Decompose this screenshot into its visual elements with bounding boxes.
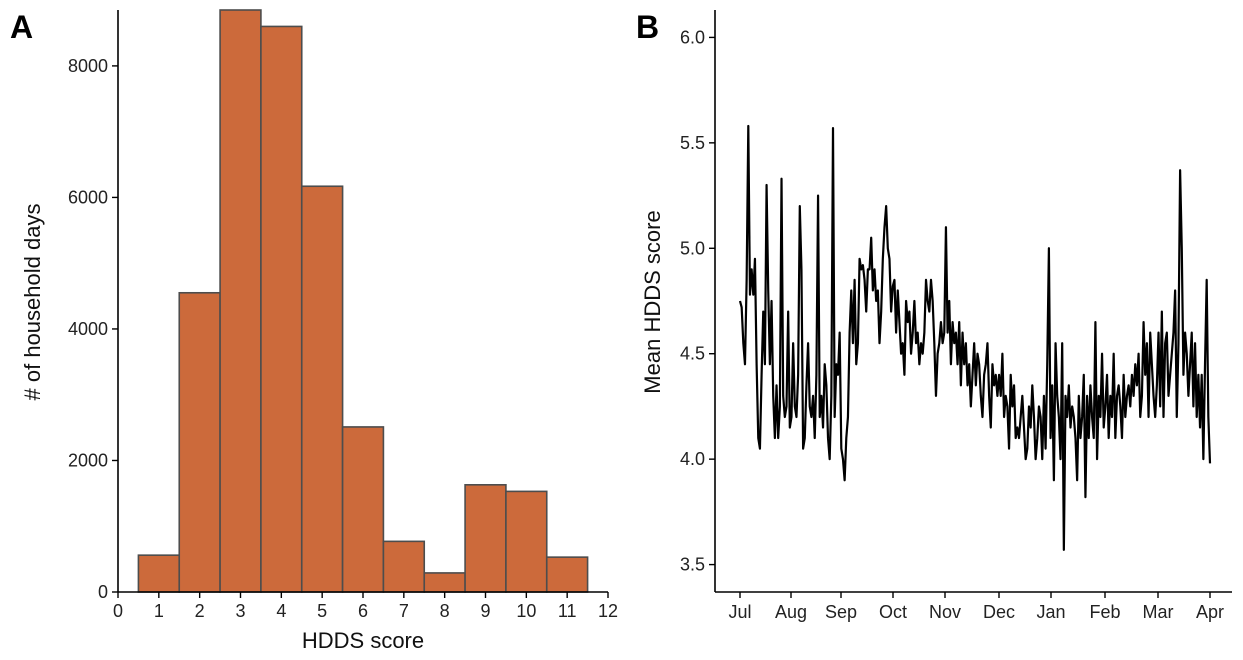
histogram-bar bbox=[545, 556, 589, 593]
y-tick-label-b: 5.5 bbox=[680, 133, 705, 153]
histogram-bar bbox=[464, 484, 507, 593]
y-axis-ticks-a: 0 2000 4000 6000 8000 bbox=[68, 56, 118, 602]
x-tick-label-a: 9 bbox=[480, 601, 490, 621]
x-axis-ticks-b: Jul Aug Sep Oct Nov Dec Jan Feb Mar Apr bbox=[728, 592, 1224, 622]
x-tick-label-a: 8 bbox=[440, 601, 450, 621]
x-tick-label-b: Jul bbox=[728, 602, 751, 622]
y-tick-label-a: 8000 bbox=[68, 56, 108, 76]
y-axis-title-a: # of household days bbox=[20, 204, 45, 401]
histogram-bar bbox=[300, 185, 344, 593]
y-tick-label-b: 4.0 bbox=[680, 449, 705, 469]
x-tick-label-b: Apr bbox=[1196, 602, 1224, 622]
histogram-bar bbox=[505, 490, 548, 593]
x-tick-label-b: Feb bbox=[1089, 602, 1120, 622]
y-tick-label-a: 4000 bbox=[68, 319, 108, 339]
histogram-bar bbox=[341, 426, 385, 593]
y-axis-ticks-b: 3.5 4.0 4.5 5.0 5.5 6.0 bbox=[680, 27, 715, 575]
x-tick-label-a: 3 bbox=[235, 601, 245, 621]
x-tick-label-a: 7 bbox=[399, 601, 409, 621]
x-tick-label-a: 12 bbox=[598, 601, 618, 621]
histogram-bar bbox=[423, 572, 466, 593]
x-tick-label-a: 6 bbox=[358, 601, 368, 621]
x-tick-label-b: Sep bbox=[825, 602, 857, 622]
y-tick-label-b: 6.0 bbox=[680, 27, 705, 47]
x-tick-label-b: Oct bbox=[879, 602, 907, 622]
x-tick-label-a: 2 bbox=[195, 601, 205, 621]
histogram-bar bbox=[178, 291, 221, 593]
histogram-bar bbox=[260, 25, 303, 593]
y-tick-label-b: 5.0 bbox=[680, 238, 705, 258]
x-tick-label-b: Nov bbox=[929, 602, 961, 622]
x-tick-label-b: Aug bbox=[775, 602, 807, 622]
panel-label-a: A bbox=[10, 9, 33, 45]
y-tick-label-a: 0 bbox=[98, 582, 108, 602]
histogram-bar bbox=[137, 554, 181, 593]
x-tick-label-a: 4 bbox=[276, 601, 286, 621]
y-tick-label-a: 2000 bbox=[68, 450, 108, 470]
histogram-bar bbox=[219, 9, 262, 593]
mean-hdds-line bbox=[738, 124, 1212, 551]
y-tick-label-a: 6000 bbox=[68, 187, 108, 207]
panel-label-b: B bbox=[636, 9, 659, 45]
x-axis-ticks-a: 0 1 2 3 4 5 6 7 8 9 10 11 12 bbox=[113, 592, 618, 621]
x-tick-label-a: 1 bbox=[154, 601, 164, 621]
x-tick-label-a: 0 bbox=[113, 601, 123, 621]
y-axis-title-b: Mean HDDS score bbox=[640, 210, 665, 393]
x-tick-label-a: 5 bbox=[317, 601, 327, 621]
x-tick-label-b: Mar bbox=[1143, 602, 1174, 622]
x-tick-label-a: 10 bbox=[516, 601, 536, 621]
y-tick-label-b: 3.5 bbox=[680, 555, 705, 575]
histogram-bars bbox=[137, 9, 589, 593]
y-tick-label-b: 4.5 bbox=[680, 344, 705, 364]
timeseries-panel: B 3.54.04.55.05.56.0 Jul Aug Sep Oct Nov Dec J… bbox=[636, 9, 1232, 622]
x-tick-label-a: 11 bbox=[558, 601, 577, 621]
x-axis-title-a: HDDS score bbox=[302, 628, 424, 653]
x-tick-label-b: Jan bbox=[1036, 602, 1065, 622]
x-tick-label-b: Dec bbox=[983, 602, 1015, 622]
histogram-bar bbox=[382, 540, 426, 593]
